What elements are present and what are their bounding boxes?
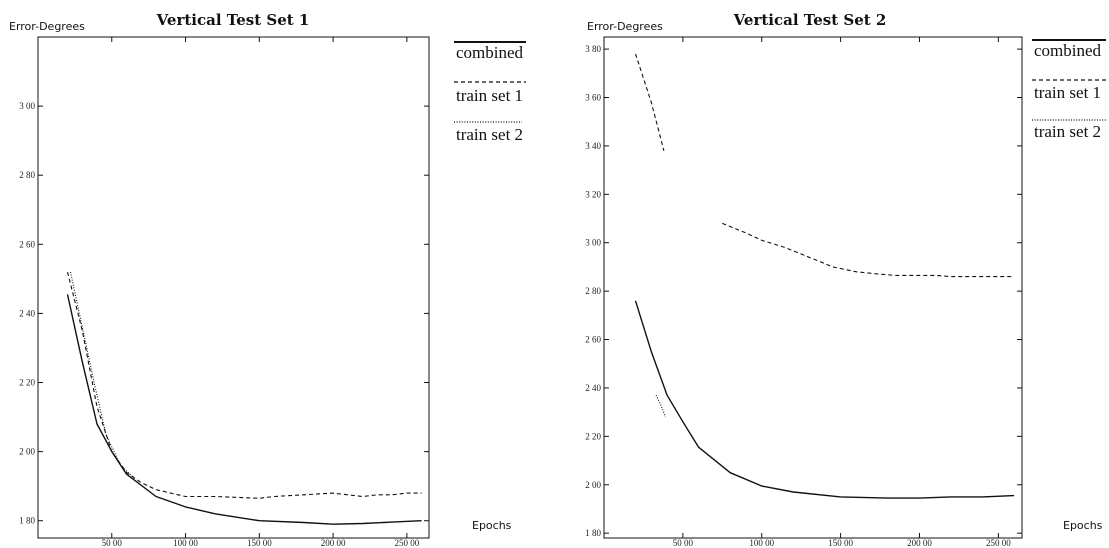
- chart-2-legend-combined: combined: [1034, 41, 1102, 60]
- chart-2-legend-train-set-1: train set 1: [1034, 83, 1101, 102]
- chart-2: Vertical Test Set 2 Error-Degrees Epochs…: [585, 11, 1106, 548]
- chart-2-series-train-set-2-line: [655, 394, 667, 418]
- chart-1-series: [66, 271, 422, 525]
- chart-1-frame: [37, 36, 430, 539]
- chart-1-series-combined-line: [66, 294, 422, 525]
- chart-1-ytick-label: 2 20: [19, 378, 35, 388]
- chart-2-ytick-label: 2 00: [585, 480, 601, 490]
- chart-2-ytick-label: 3 60: [585, 93, 601, 103]
- chart-1-series-train-set-2-line: [69, 271, 136, 480]
- chart-2-xtick-label: 150 00: [828, 538, 853, 548]
- chart-2-ytick-label: 2 20: [585, 431, 601, 441]
- chart-1-legend-train-set-2: train set 2: [456, 125, 523, 144]
- chart-1-xtick-label: 150 00: [247, 538, 272, 548]
- chart-1-xtick-label: 50 00: [102, 538, 123, 548]
- chart-2-ytick-label: 3 80: [585, 44, 601, 54]
- chart-2-title: Vertical Test Set 2: [733, 11, 887, 29]
- chart-2-ytick-label: 2 40: [585, 383, 601, 393]
- chart-1-legend: combined train set 1 train set 2: [454, 41, 526, 144]
- chart-1-legend-train-set-1: train set 1: [456, 86, 523, 105]
- chart-2-ylabel: Error-Degrees: [587, 20, 663, 33]
- chart-2-ticks: 1 80 2 00 2 20 2 40 2 60 2 80 3 00 3 20 3 40 3 60…: [585, 37, 1022, 548]
- chart-2-xtick-label: 100 00: [749, 538, 774, 548]
- chart-1-legend-combined: combined: [456, 43, 524, 62]
- chart-1-ylabel: Error-Degrees: [9, 20, 85, 33]
- chart-2-ytick-label: 2 80: [585, 286, 601, 296]
- chart-1-ytick-label: 2 40: [19, 308, 35, 318]
- chart-2-ytick-label: 3 40: [585, 141, 601, 151]
- chart-1-series-train-set-1-line: [66, 271, 422, 499]
- chart-2-xlabel: Epochs: [1063, 519, 1103, 532]
- chart-2-ytick-label: 3 20: [585, 189, 601, 199]
- chart-1-ytick-label: 2 00: [19, 447, 35, 457]
- chart-2-series-combined-line: [634, 300, 1015, 499]
- chart-1-xtick-label: 200 00: [321, 538, 346, 548]
- chart-2-frame: [603, 36, 1023, 539]
- chart-2-xtick-label: 200 00: [907, 538, 932, 548]
- chart-2-xtick-label: 50 00: [673, 538, 694, 548]
- chart-2-legend: combined train set 1 train set 2: [1032, 39, 1106, 141]
- chart-1-ytick-label: 1 80: [19, 516, 35, 526]
- chart-2-series-train-set-1-line: [634, 53, 665, 151]
- chart-2-legend-train-set-2: train set 2: [1034, 122, 1101, 141]
- chart-2-ytick-label: 3 00: [585, 238, 601, 248]
- chart-2-ytick-label: 1 80: [585, 528, 601, 538]
- chart-1-ytick-label: 2 80: [19, 170, 35, 180]
- chart-1-ytick-label: 2 60: [19, 239, 35, 249]
- chart-2-series-train-set-1-line: [722, 222, 1015, 278]
- chart-2-xtick-label: 250 00: [986, 538, 1011, 548]
- chart-1-title: Vertical Test Set 1: [156, 11, 310, 29]
- chart-1-xlabel: Epochs: [472, 519, 512, 532]
- chart-1-ytick-label: 3 00: [19, 101, 35, 111]
- chart-2-ytick-label: 2 60: [585, 335, 601, 345]
- chart-1-xtick-label: 100 00: [173, 538, 198, 548]
- chart-1-xtick-label: 250 00: [394, 538, 419, 548]
- chart-2-series: [634, 53, 1015, 499]
- chart-1: Vertical Test Set 1 Error-Degrees Epochs…: [9, 11, 526, 548]
- chart-1-ticks: 1 80 2 00 2 20 2 40 2 60 2 80 3 00 50 00 100 00 1…: [19, 37, 429, 548]
